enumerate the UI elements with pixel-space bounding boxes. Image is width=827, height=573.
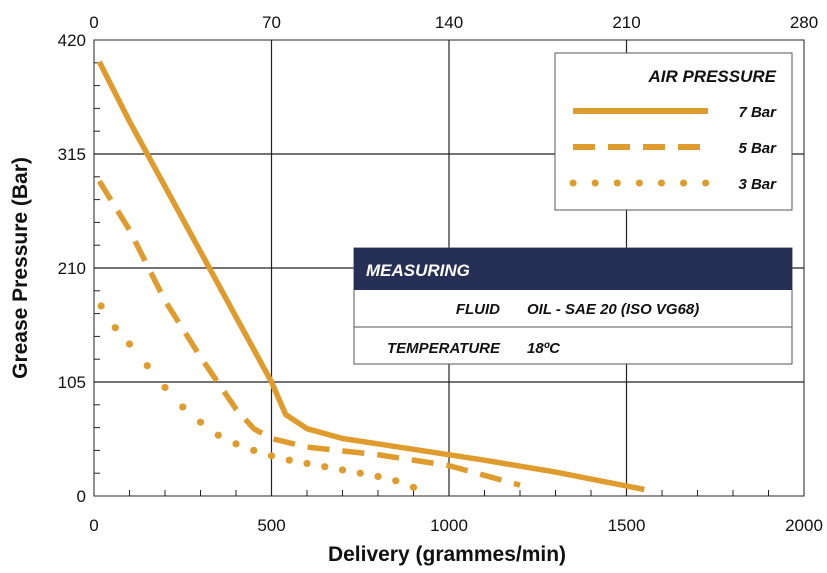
- x-tick-label: 500: [257, 516, 285, 535]
- measuring-header: [354, 248, 792, 290]
- top-tick-label: 280: [790, 13, 818, 32]
- series-3-bar-point: [267, 452, 276, 460]
- series-3-bar-point: [196, 418, 205, 426]
- series-layer: [96, 60, 645, 493]
- series-3-bar-point: [125, 340, 134, 348]
- fluid-label: FLUID: [456, 301, 500, 318]
- top-tick-label: 70: [262, 13, 281, 32]
- fluid-value: OIL - SAE 20 (ISO VG68): [527, 301, 699, 318]
- series-3-bar-point: [161, 383, 169, 392]
- series-3-bar-point: [232, 440, 240, 448]
- top-tick-label: 210: [612, 13, 640, 32]
- series-3-bar-point: [143, 362, 151, 370]
- series-3-bar-point: [285, 456, 293, 464]
- x-tick-label: 1000: [430, 516, 468, 535]
- series-3-bar-point: [338, 466, 347, 474]
- series-3-bar-point: [356, 469, 364, 477]
- legend-title: AIR PRESSURE: [647, 67, 776, 86]
- y-tick-label: 315: [58, 145, 86, 164]
- measuring-table: MEASURING FLUID OIL - SAE 20 (ISO VG68) …: [353, 247, 793, 365]
- series-3-bar-point: [97, 302, 105, 310]
- top-tick-label: 140: [435, 13, 463, 32]
- y-tick-label: 210: [58, 259, 86, 278]
- series-3-bar-point: [321, 463, 329, 471]
- x-tick-label: 2000: [785, 516, 823, 535]
- series-3-bar-point: [374, 472, 382, 481]
- top-tick-label: 0: [89, 13, 98, 32]
- measuring-title: MEASURING: [366, 261, 470, 280]
- legend: AIR PRESSURE 7 Bar 5 Bar 3 Bar: [554, 52, 793, 211]
- y-tick-label: 0: [77, 487, 86, 506]
- series-3-bar-point: [179, 403, 187, 411]
- series-3-bar-point: [303, 459, 311, 468]
- y-axis-title: Grease Pressure (Bar): [9, 157, 32, 379]
- temperature-value: 18ºC: [527, 340, 561, 357]
- legend-label-3-bar: 3 Bar: [738, 176, 777, 193]
- series-5-bar-line: [96, 179, 521, 488]
- series-3-bar-point: [392, 477, 400, 485]
- legend-label-7-bar: 7 Bar: [738, 104, 777, 121]
- legend-label-5-bar: 5 Bar: [738, 140, 777, 157]
- x-tick-label: 0: [89, 516, 98, 535]
- series-7-bar-line: [96, 60, 645, 493]
- x-tick-label: 1500: [608, 516, 646, 535]
- series-3-bar-point: [214, 431, 222, 439]
- temperature-label: TEMPERATURE: [387, 340, 501, 357]
- y-tick-label: 105: [58, 373, 86, 392]
- series-3-bar-point: [111, 324, 119, 332]
- x-axis-title: Delivery (grammes/min): [328, 543, 566, 566]
- plot-border: [93, 39, 805, 497]
- y-tick-label: 420: [58, 31, 86, 50]
- series-3-bar-point: [250, 446, 258, 454]
- series-3-bar-point: [409, 483, 418, 491]
